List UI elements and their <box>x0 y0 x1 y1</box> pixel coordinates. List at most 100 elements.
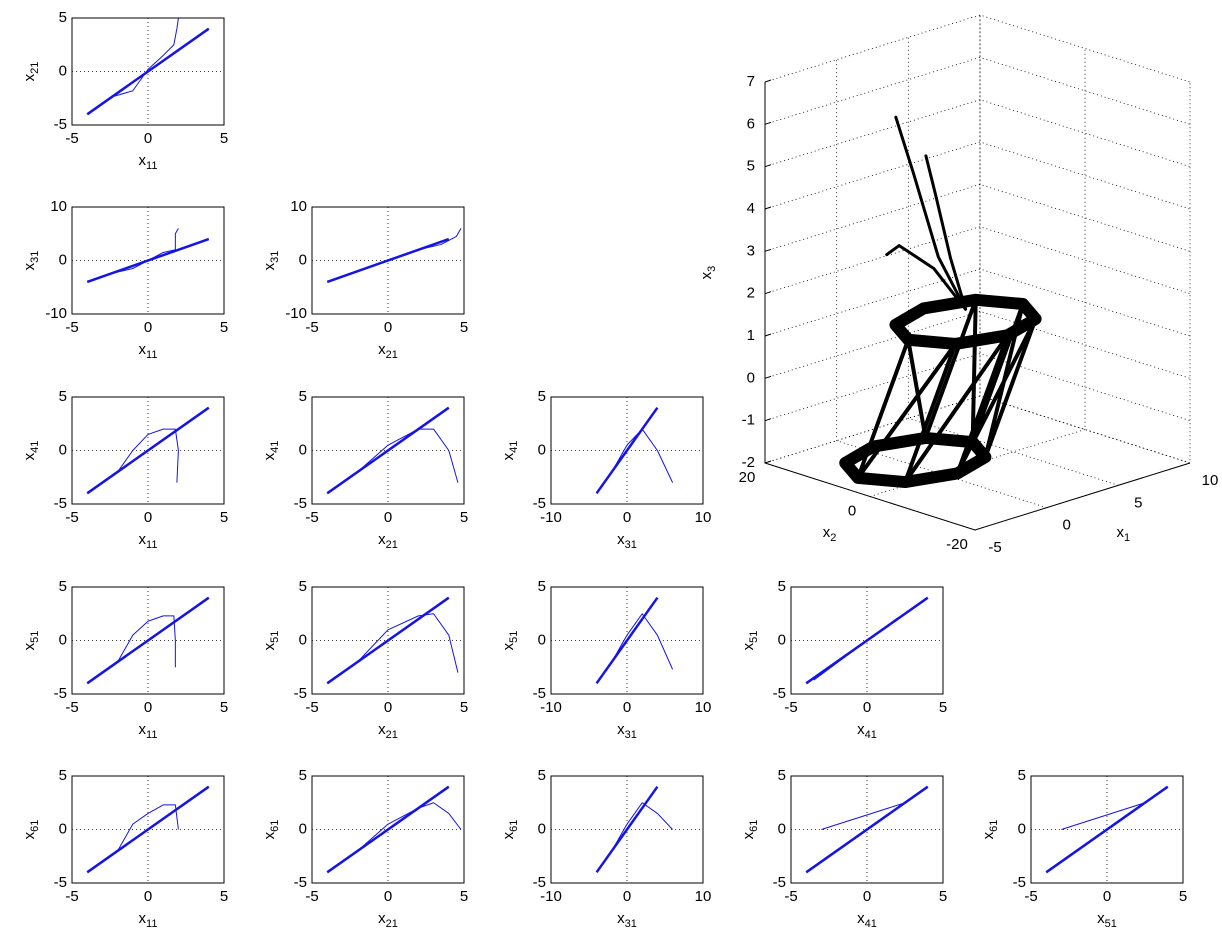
x-tick-label: 5 <box>220 319 228 336</box>
x-axis-label: x11 <box>139 531 158 551</box>
tick-mark <box>764 121 772 125</box>
data-line <box>813 617 898 681</box>
axes-box <box>71 17 225 126</box>
y-tick-label: -5 <box>533 685 546 702</box>
y-axis-label-base: x <box>261 452 278 460</box>
x-axis-label-base: x <box>617 721 625 738</box>
data-line <box>357 613 459 673</box>
data-line <box>821 802 906 830</box>
z-tick-label: 7 <box>747 73 755 90</box>
x-axis-label-sub: 21 <box>386 729 398 741</box>
x-axis-label-sub: 21 <box>386 539 398 551</box>
x-tick-label: 5 <box>220 130 228 147</box>
axis-edge <box>764 82 1191 531</box>
x-tick-label: 5 <box>220 699 228 716</box>
x-tick-label: 0 <box>384 319 392 336</box>
y-axis-label: x51 <box>21 631 41 651</box>
y-tick-label: 20 <box>739 469 756 486</box>
x-axis-label-sub: 21 <box>386 349 398 361</box>
x-axis-label-base: x <box>139 531 147 548</box>
x-axis-label-sub: 1 <box>1124 532 1130 544</box>
x-axis-label: x21 <box>378 341 398 361</box>
y-tick-label: 0 <box>778 631 786 648</box>
x-axis-label-sub: 21 <box>386 918 398 930</box>
data-line <box>86 596 210 685</box>
y-tick-label: 5 <box>538 578 546 595</box>
y-tick-label: -5 <box>294 495 307 512</box>
x-axis-label: x21 <box>378 531 398 551</box>
x-tick-label: 0 <box>623 509 631 526</box>
data-line <box>117 804 179 852</box>
y-axis-label-sub: 31 <box>29 251 41 263</box>
x-axis-label-sub: 31 <box>625 539 637 551</box>
grid-line <box>764 310 1191 379</box>
y-tick-label: -5 <box>1013 874 1026 891</box>
y-tick-label: 0 <box>59 441 67 458</box>
y-tick-label: -10 <box>285 305 307 322</box>
data-line <box>326 406 450 495</box>
x-tick-label: 0 <box>144 509 152 526</box>
x-tick-label: 5 <box>460 888 468 905</box>
y-axis-label: x31 <box>261 251 281 271</box>
x-tick-label: -5 <box>65 888 78 905</box>
grid-line <box>764 268 1191 337</box>
y-axis-label-sub: 61 <box>29 820 41 832</box>
z-axis-label-sub: 3 <box>706 266 718 272</box>
x-tick-label: 5 <box>460 509 468 526</box>
y-tick-label: 0 <box>299 631 307 648</box>
y-tick-label: -5 <box>773 874 786 891</box>
data-line <box>611 613 674 670</box>
axes-box <box>550 396 704 505</box>
y-axis-label: x2 <box>823 524 837 544</box>
trajectory <box>924 154 968 311</box>
data-line <box>86 406 210 495</box>
x-axis-label-base: x <box>378 341 386 358</box>
x-axis-label: x21 <box>378 910 398 930</box>
y-axis-label-sub: 61 <box>508 820 520 832</box>
y-axis-label-sub: 51 <box>508 631 520 643</box>
x-tick-label: 0 <box>623 888 631 905</box>
axes-box <box>550 775 704 884</box>
x-tick-label: 0 <box>863 888 871 905</box>
x-tick-label: 5 <box>939 699 947 716</box>
z-tick-label: 2 <box>747 285 755 302</box>
x-axis-label-base: x <box>139 152 147 169</box>
data-line <box>326 237 450 284</box>
data-line <box>595 596 659 685</box>
z-tick-label: 6 <box>747 115 755 132</box>
axes-box <box>311 775 465 884</box>
y-axis-label-base: x <box>261 262 278 270</box>
y-tick-label: 0 <box>59 251 67 268</box>
y-axis-label: x51 <box>261 631 281 651</box>
y-axis-label: x41 <box>261 441 281 461</box>
tick-mark <box>764 375 772 379</box>
data-line <box>805 785 929 874</box>
x-axis-label: x41 <box>857 721 877 741</box>
y-axis-label-base: x <box>21 642 38 650</box>
data-line <box>611 428 674 483</box>
x-tick-label: -5 <box>305 888 318 905</box>
y-axis-label: x51 <box>740 631 760 651</box>
x-tick-label: 10 <box>1202 472 1219 489</box>
x-tick-label: 0 <box>144 699 152 716</box>
tick-mark <box>764 460 772 464</box>
data-line <box>595 785 659 874</box>
x-tick-label: 0 <box>384 699 392 716</box>
x-axis-label-base: x <box>1116 524 1124 541</box>
y-axis-label-sub: 51 <box>748 631 760 643</box>
x-tick-label: 5 <box>1179 888 1187 905</box>
grid-line <box>764 353 1191 422</box>
axes-box <box>71 396 225 505</box>
x-axis-label: x31 <box>617 910 637 930</box>
y-axis-label: x61 <box>500 820 520 840</box>
x-tick-label: 10 <box>695 699 712 716</box>
y-axis-label-sub: 61 <box>269 820 281 832</box>
grid-line <box>907 37 1119 486</box>
x-tick-label: 0 <box>384 509 392 526</box>
x-tick-label: 5 <box>1134 494 1142 511</box>
y-tick-label: 10 <box>290 198 307 215</box>
x-tick-label: 0 <box>623 699 631 716</box>
x-tick-label: -5 <box>65 509 78 526</box>
y-tick-label: 5 <box>59 9 67 26</box>
y-axis-label-base: x <box>21 831 38 839</box>
